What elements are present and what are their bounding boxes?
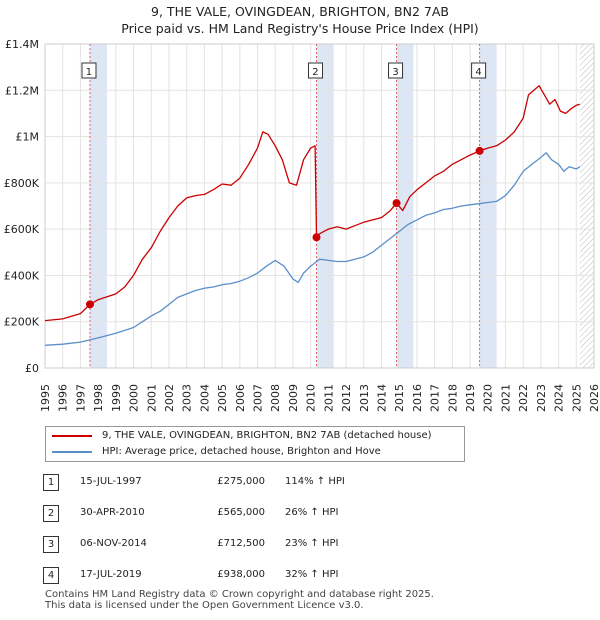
sale-date: 15-JUL-1997 bbox=[80, 476, 142, 487]
legend-swatch-property bbox=[52, 435, 92, 437]
table-row: 1 15-JUL-1997 £275,000 114% ↑ HPI bbox=[0, 472, 600, 492]
x-tick-label: 2012 bbox=[340, 384, 353, 412]
x-tick-label: 2023 bbox=[535, 384, 548, 412]
x-tick-label: 2022 bbox=[517, 384, 530, 412]
x-tick-label: 2008 bbox=[269, 384, 282, 412]
shaded-span-2 bbox=[316, 44, 334, 368]
sale-marker-box-1 bbox=[81, 62, 97, 79]
sale-price: £275,000 bbox=[217, 476, 265, 487]
x-tick-label: 2025 bbox=[570, 384, 583, 412]
y-tick-label: £1.2M bbox=[5, 84, 39, 97]
x-tick-label: 2009 bbox=[287, 384, 300, 412]
x-tick-label: 2001 bbox=[145, 384, 158, 412]
x-tick-label: 2007 bbox=[252, 384, 265, 412]
sale-marker-box-2 bbox=[307, 62, 323, 79]
x-tick-label: 2019 bbox=[464, 384, 477, 412]
sale-point-4 bbox=[475, 146, 484, 155]
forecast-hatch bbox=[579, 44, 594, 368]
footer-licence: This data is licensed under the Open Gov… bbox=[45, 600, 364, 611]
sale-price: £565,000 bbox=[217, 507, 265, 518]
x-tick-label: 1999 bbox=[110, 384, 123, 412]
sale-hpi-change: 114% ↑ HPI bbox=[285, 476, 345, 487]
x-tick-label: 2003 bbox=[181, 384, 194, 412]
x-tick-label: 2017 bbox=[429, 384, 442, 412]
x-tick-label: 2005 bbox=[216, 384, 229, 412]
table-row: 4 17-JUL-2019 £938,000 32% ↑ HPI bbox=[0, 565, 600, 585]
x-tick-label: 2024 bbox=[553, 384, 566, 412]
x-tick-label: 2002 bbox=[163, 384, 176, 412]
y-tick-label: £0 bbox=[25, 362, 39, 375]
x-tick-label: 2006 bbox=[234, 384, 247, 412]
hpi-series-line bbox=[44, 152, 581, 346]
legend: 9, THE VALE, OVINGDEAN, BRIGHTON, BN2 7A… bbox=[45, 426, 465, 462]
x-tick-label: 1998 bbox=[92, 384, 105, 412]
sale-marker-label-3: 3 bbox=[392, 67, 398, 78]
x-tick-label: 1997 bbox=[74, 384, 87, 412]
sale-price: £938,000 bbox=[217, 569, 265, 580]
x-tick-label: 2026 bbox=[588, 384, 600, 412]
sale-point-2 bbox=[312, 233, 321, 242]
x-tick-label: 2013 bbox=[358, 384, 371, 412]
property-series-line bbox=[44, 85, 580, 322]
x-tick-label: 2014 bbox=[375, 384, 388, 412]
legend-label-property: 9, THE VALE, OVINGDEAN, BRIGHTON, BN2 7A… bbox=[102, 430, 432, 441]
sale-hpi-change: 26% ↑ HPI bbox=[285, 507, 339, 518]
x-tick-label: 2018 bbox=[446, 384, 459, 412]
sale-hpi-change: 23% ↑ HPI bbox=[285, 538, 339, 549]
sale-number-badge: 4 bbox=[43, 567, 59, 584]
x-tick-label: 2000 bbox=[128, 384, 141, 412]
sale-point-3 bbox=[392, 199, 401, 208]
legend-label-hpi: HPI: Average price, detached house, Brig… bbox=[102, 446, 381, 457]
plot-frame bbox=[44, 43, 595, 369]
sale-marker-box-4 bbox=[471, 62, 487, 79]
sale-number-badge: 2 bbox=[43, 505, 59, 522]
sale-date: 06-NOV-2014 bbox=[80, 538, 147, 549]
sale-number-badge: 3 bbox=[43, 536, 59, 553]
legend-swatch-hpi bbox=[52, 451, 92, 453]
x-tick-label: 2016 bbox=[411, 384, 424, 412]
x-tick-label: 2015 bbox=[393, 384, 406, 412]
sale-date: 30-APR-2010 bbox=[80, 507, 145, 518]
sale-point-1 bbox=[85, 300, 94, 309]
chart-title: 9, THE VALE, OVINGDEAN, BRIGHTON, BN2 7A… bbox=[151, 4, 449, 19]
sale-marker-label-4: 4 bbox=[475, 67, 481, 78]
chart-subtitle: Price paid vs. HM Land Registry's House … bbox=[121, 21, 479, 36]
x-tick-label: 2010 bbox=[305, 384, 318, 412]
sale-marker-box-3 bbox=[388, 62, 404, 79]
table-row: 3 06-NOV-2014 £712,500 23% ↑ HPI bbox=[0, 534, 600, 554]
footer-copyright: Contains HM Land Registry data © Crown c… bbox=[45, 589, 434, 600]
table-row: 2 30-APR-2010 £565,000 26% ↑ HPI bbox=[0, 503, 600, 523]
sale-hpi-change: 32% ↑ HPI bbox=[285, 569, 339, 580]
y-tick-label: £1.4M bbox=[5, 38, 39, 51]
sale-date: 17-JUL-2019 bbox=[80, 569, 142, 580]
x-tick-label: 1996 bbox=[57, 384, 70, 412]
x-tick-label: 2020 bbox=[482, 384, 495, 412]
y-tick-label: £400K bbox=[4, 269, 40, 282]
footer: Contains HM Land Registry data © Crown c… bbox=[45, 589, 434, 611]
x-tick-label: 1995 bbox=[39, 384, 52, 412]
sale-marker-label-2: 2 bbox=[312, 67, 318, 78]
y-tick-label: £600K bbox=[4, 223, 40, 236]
x-tick-label: 2004 bbox=[198, 384, 211, 412]
y-tick-label: £200K bbox=[4, 316, 40, 329]
sale-marker-label-1: 1 bbox=[86, 67, 92, 78]
x-tick-label: 2011 bbox=[322, 384, 335, 412]
y-tick-label: £800K bbox=[4, 177, 40, 190]
price-chart: £0 £200K £400K £600K £800K £1M £1.2M £1.4M 1995 1… bbox=[4, 38, 600, 412]
y-tick-label: £1M bbox=[16, 131, 40, 144]
sale-price: £712,500 bbox=[217, 538, 265, 549]
x-tick-label: 2021 bbox=[499, 384, 512, 412]
sale-number-badge: 1 bbox=[43, 474, 59, 491]
